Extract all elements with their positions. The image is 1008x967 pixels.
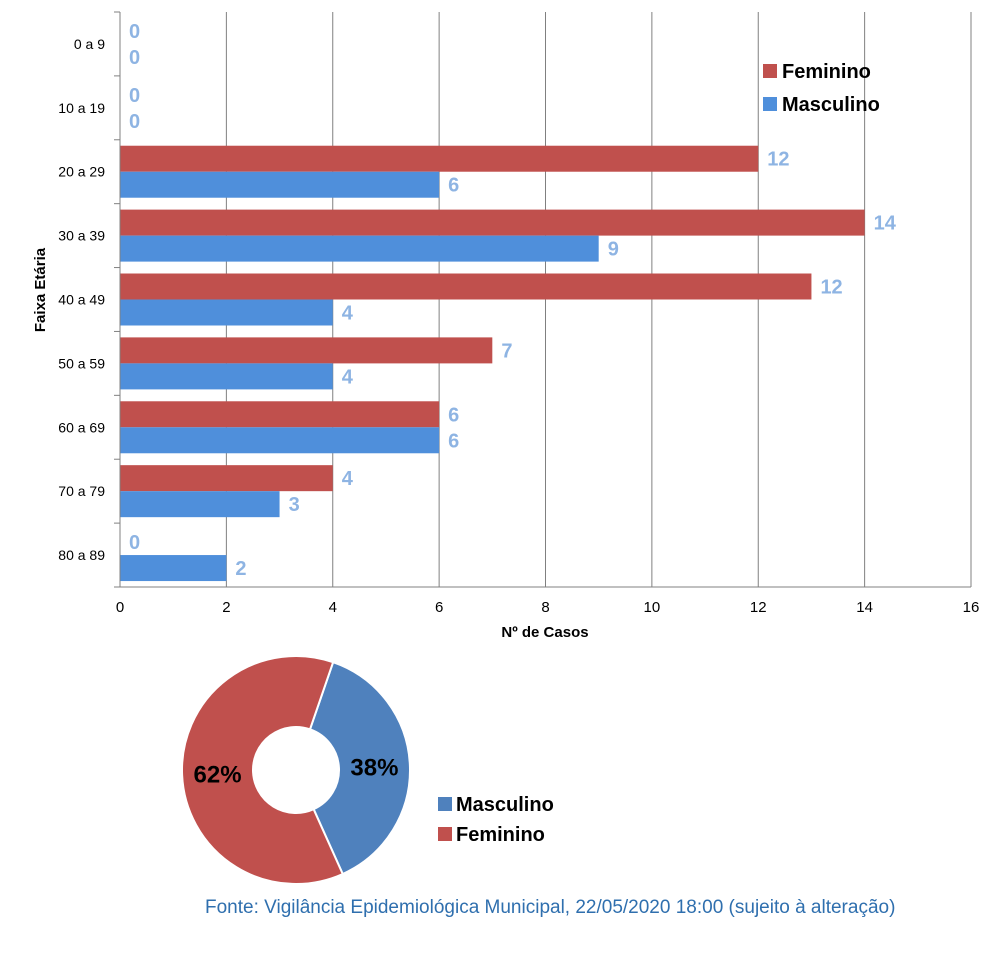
bar-masculino-6	[120, 427, 440, 454]
y-tick-label: 0 a 9	[74, 36, 105, 52]
axes: 0 2 4 6 8 10 12 14 16 0 a 9 10 a 19 20 a 29 30 a 39 4…	[58, 11, 980, 616]
data-label: 2	[235, 558, 246, 580]
y-tick-label: 40 a 49	[58, 292, 105, 308]
data-label: 12	[820, 277, 842, 299]
legend-label-feminino: Feminino	[456, 824, 545, 846]
data-label: 4	[342, 468, 354, 490]
donut-chart: 38% 62%	[181, 655, 411, 885]
data-label: 0	[129, 47, 140, 69]
data-label: 14	[874, 213, 897, 235]
legend-label-masculino: Masculino	[456, 794, 554, 816]
y-tick-label: 80 a 89	[58, 547, 105, 563]
bar-feminino-6	[120, 401, 440, 428]
bar-masculino-2	[120, 171, 440, 198]
data-label: 4	[342, 366, 354, 388]
data-label: 4	[342, 303, 354, 325]
bar-feminino-2	[120, 145, 759, 172]
x-tick-label: 4	[329, 599, 337, 616]
legend-swatch-masculino	[438, 797, 452, 811]
x-tick-label: 12	[750, 599, 767, 616]
legend-swatch-masculino	[763, 97, 777, 111]
y-tick-label: 60 a 69	[58, 419, 105, 435]
x-tick-label: 0	[116, 599, 124, 616]
data-label: 3	[289, 494, 300, 516]
legend-swatch-feminino	[438, 827, 452, 841]
source-note: Fonte: Vigilância Epidemiológica Municip…	[205, 897, 896, 918]
donut-legend: Masculino Feminino	[438, 794, 554, 846]
bar-feminino-5	[120, 337, 493, 364]
bar-feminino-4	[120, 273, 812, 300]
legend-label-feminino: Feminino	[782, 61, 871, 83]
donut-value-label: 38%	[350, 754, 398, 781]
bar-masculino-3	[120, 235, 599, 262]
data-label: 6	[448, 175, 459, 197]
legend-swatch-feminino	[763, 64, 777, 78]
y-axis-title: Faixa Etária	[32, 247, 49, 332]
x-axis-title: Nº de Casos	[501, 624, 588, 641]
bar-feminino-7	[120, 465, 333, 492]
y-tick-label: 20 a 29	[58, 164, 105, 180]
donut-slice-masculino	[308, 660, 411, 876]
data-label: 0	[129, 532, 140, 554]
data-label: 12	[767, 149, 789, 171]
data-label: 0	[129, 111, 140, 133]
bar-masculino-4	[120, 299, 333, 326]
bar-feminino-3	[120, 209, 865, 236]
x-tick-label: 14	[856, 599, 873, 616]
bar-masculino-7	[120, 491, 280, 518]
x-tick-label: 8	[541, 599, 549, 616]
x-tick-label: 16	[963, 599, 980, 616]
y-tick-label: 70 a 79	[58, 483, 105, 499]
data-labels: 0 0 0 0 12 6 14 9 12 4 7 4 6 6 4 3 0 2	[129, 21, 897, 580]
donut-slice-feminino	[181, 655, 345, 885]
data-label: 6	[448, 430, 459, 452]
bar-masculino-8	[120, 555, 227, 582]
data-label: 6	[448, 404, 459, 426]
bar-legend: Feminino Masculino	[763, 61, 880, 116]
x-tick-label: 2	[222, 599, 230, 616]
data-label: 9	[608, 239, 619, 261]
y-tick-label: 30 a 39	[58, 228, 105, 244]
bar-masculino-5	[120, 363, 333, 390]
x-tick-label: 6	[435, 599, 443, 616]
data-label: 0	[129, 85, 140, 107]
y-tick-label: 50 a 59	[58, 355, 105, 371]
data-label: 7	[501, 340, 512, 362]
bar-series	[120, 145, 865, 582]
legend-label-masculino: Masculino	[782, 94, 880, 116]
x-tick-label: 10	[644, 599, 661, 616]
data-label: 0	[129, 21, 140, 43]
y-tick-label: 10 a 19	[58, 100, 105, 116]
donut-value-label: 62%	[194, 762, 242, 789]
